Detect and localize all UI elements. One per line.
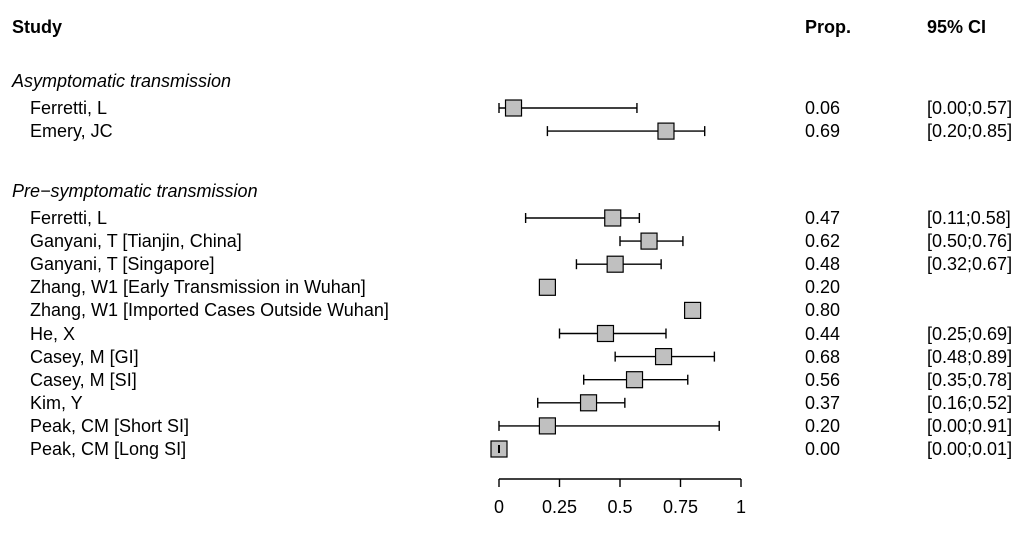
study-name: Kim, Y [30, 392, 83, 413]
study-prop: 0.37 [805, 392, 841, 413]
study-name: Ferretti, L [30, 98, 108, 118]
effect-box [625, 371, 644, 389]
study-prop: 0.47 [805, 208, 841, 228]
study-name: Casey, M [GI] [30, 346, 139, 367]
study-prop: 0.20 [805, 415, 841, 436]
x-tick-label: 1 [736, 497, 746, 517]
study-name: Casey, M [SI] [30, 369, 137, 390]
study-prop: 0.56 [805, 369, 841, 390]
x-tick-label: 0.25 [542, 497, 577, 517]
effect-box [504, 99, 523, 117]
study-ci: [0.32;0.67] [927, 254, 1013, 275]
study-ci: [0.35;0.78] [927, 369, 1013, 390]
study-ci: [0.16;0.52] [927, 392, 1013, 413]
study-ci: [0.11;0.58] [927, 208, 1011, 228]
effect-box [538, 417, 557, 435]
study-ci: [0.48;0.89] [927, 346, 1013, 367]
effect-box [640, 232, 658, 250]
x-tick-label: 0 [494, 497, 504, 517]
study-ci: [0.20;0.85] [927, 121, 1013, 142]
study-name: Emery, JC [30, 121, 113, 142]
group-label: Pre−symptomatic transmission [12, 181, 258, 201]
study-ci: [0.25;0.69] [927, 323, 1013, 344]
study-name: Zhang, W1 [Imported Cases Outside Wuhan] [30, 300, 389, 321]
study-name: Peak, CM [Long SI] [30, 439, 187, 459]
study-prop: 0.62 [805, 231, 841, 252]
effect-box [604, 209, 622, 227]
study-ci: [0.00;0.01] [927, 439, 1013, 459]
study-name: Zhang, W1 [Early Transmission in Wuhan] [30, 277, 366, 298]
study-prop: 0.80 [805, 300, 841, 321]
x-tick-label: 0.5 [607, 497, 632, 517]
study-name: Ganyani, T [Singapore] [30, 254, 215, 275]
study-ci: [0.00;0.91] [927, 415, 1013, 436]
x-tick-label: 0.75 [663, 497, 698, 517]
study-prop: 0.20 [805, 277, 841, 298]
study-name: He, X [30, 323, 76, 344]
group-label: Asymptomatic transmission [12, 71, 232, 91]
study-prop: 0.00 [805, 439, 841, 459]
effect-box [596, 324, 615, 343]
header-study: Study [12, 17, 63, 37]
effect-box [657, 122, 675, 140]
header-prop: Prop. [805, 17, 852, 37]
effect-box [579, 394, 598, 412]
effect-box [683, 301, 702, 319]
header-ci: 95% CI [927, 17, 987, 37]
study-ci: [0.50;0.76] [927, 231, 1013, 252]
study-name: Ferretti, L [30, 208, 108, 228]
study-prop: 0.44 [805, 323, 841, 344]
study-name: Peak, CM [Short SI] [30, 415, 190, 436]
study-name: Ganyani, T [Tianjin, China] [30, 231, 242, 252]
study-prop: 0.69 [805, 121, 841, 142]
study-prop: 0.06 [805, 98, 841, 118]
study-prop: 0.68 [805, 346, 841, 367]
study-ci: [0.00;0.57] [927, 98, 1013, 118]
study-prop: 0.48 [805, 254, 841, 275]
effect-box [654, 348, 673, 366]
effect-box [606, 255, 624, 273]
effect-box [538, 278, 557, 296]
